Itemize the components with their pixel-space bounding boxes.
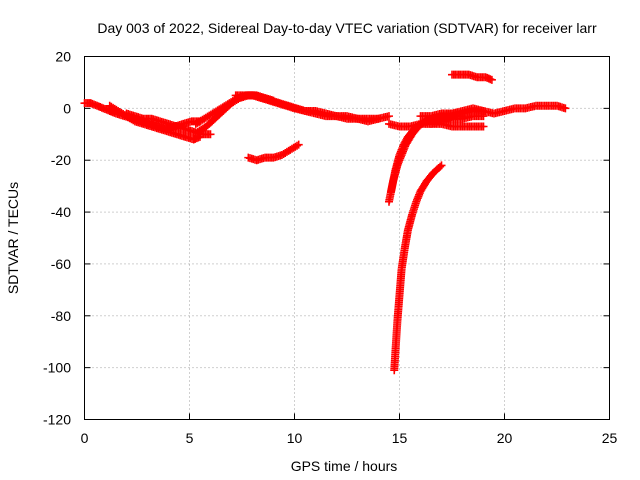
series-arc-06 — [231, 91, 393, 126]
y-tick-label: -100 — [43, 360, 71, 376]
y-tick-label: -20 — [51, 152, 71, 168]
x-tick-label: 0 — [81, 430, 89, 446]
data-point — [385, 112, 393, 121]
chart-title: Day 003 of 2022, Sidereal Day-to-day VTE… — [97, 20, 597, 36]
series-arc-14 — [427, 112, 488, 128]
x-tick-label: 10 — [287, 430, 303, 446]
y-tick-label: 20 — [55, 49, 71, 65]
data-point — [294, 140, 303, 149]
x-tick-label: 20 — [497, 430, 513, 446]
series-arc-02 — [105, 101, 204, 144]
x-tick-label: 15 — [392, 430, 408, 446]
x-tick-label: 25 — [602, 430, 618, 446]
data-point — [206, 130, 215, 139]
axis-ticks: 0 5 10 15 20 25 -120 -100 -80 -60 -40 -20 0 20 — [43, 49, 618, 447]
series-arc-07 — [244, 140, 303, 165]
y-tick-label: 0 — [63, 100, 71, 116]
series-arc-12 — [416, 101, 570, 121]
x-tick-label: 5 — [186, 430, 194, 446]
data-point — [436, 162, 445, 171]
data-points — [80, 70, 570, 375]
y-tick-label: -80 — [51, 308, 71, 324]
data-point — [561, 104, 570, 113]
data-point — [479, 122, 488, 131]
data-point — [437, 161, 446, 170]
series-arc-10 — [390, 161, 446, 375]
data-point — [479, 112, 488, 121]
x-axis-label: GPS time / hours — [291, 458, 398, 474]
y-tick-label: -120 — [43, 412, 71, 428]
data-point — [293, 141, 302, 150]
y-axis-label: SDTVAR / TECUs — [5, 182, 21, 294]
series-arc-13 — [448, 70, 496, 84]
gridlines — [84, 56, 610, 420]
y-tick-label: -40 — [51, 204, 71, 220]
plot-frame — [84, 56, 610, 420]
y-tick-label: -60 — [51, 256, 71, 272]
data-point — [487, 75, 496, 84]
